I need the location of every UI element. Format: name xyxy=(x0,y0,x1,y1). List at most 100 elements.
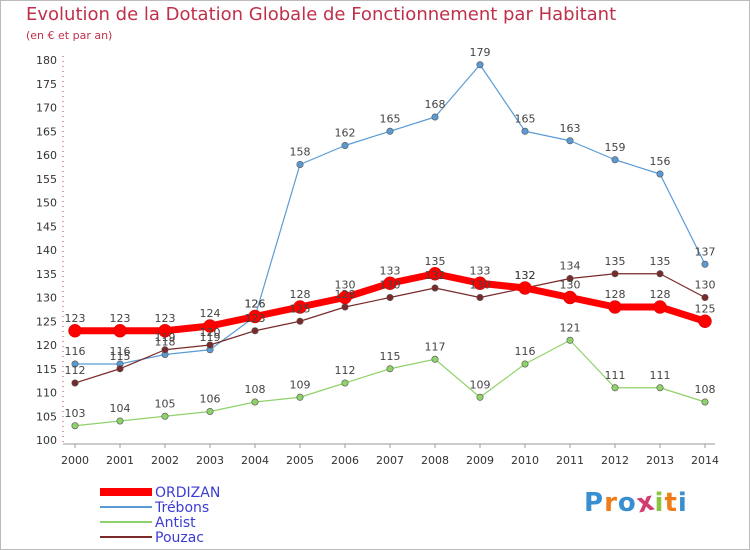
data-point xyxy=(611,270,619,278)
data-label: 132 xyxy=(515,269,536,282)
data-point xyxy=(296,393,304,401)
data-label: 128 xyxy=(650,288,671,301)
data-label: 134 xyxy=(560,260,581,273)
data-point xyxy=(113,324,127,338)
x-tick-label: 2004 xyxy=(241,454,269,467)
data-label: 130 xyxy=(380,279,401,292)
data-point xyxy=(656,384,664,392)
data-point xyxy=(476,293,484,301)
data-label: 179 xyxy=(470,46,491,59)
data-label: 119 xyxy=(155,331,176,344)
data-label: 133 xyxy=(380,264,401,277)
x-tick-label: 2010 xyxy=(511,454,539,467)
data-label: 124 xyxy=(200,307,221,320)
data-point xyxy=(563,290,577,305)
data-label: 106 xyxy=(200,393,221,406)
y-tick-label: 145 xyxy=(36,220,57,233)
data-label: 116 xyxy=(65,345,86,358)
x-tick-label: 2000 xyxy=(61,454,89,467)
data-label: 108 xyxy=(245,383,266,396)
data-label: 116 xyxy=(515,345,536,358)
data-point xyxy=(566,274,574,282)
data-label: 159 xyxy=(605,141,626,154)
data-point xyxy=(476,393,484,401)
data-label: 137 xyxy=(695,245,716,258)
data-label: 109 xyxy=(470,378,491,391)
data-label: 108 xyxy=(695,383,716,396)
y-tick-label: 135 xyxy=(36,268,57,281)
data-point xyxy=(116,365,124,373)
x-tick-label: 2005 xyxy=(286,454,314,467)
data-label: 125 xyxy=(290,302,311,315)
data-label: 119 xyxy=(200,331,221,344)
data-label: 115 xyxy=(110,350,131,363)
y-tick-label: 175 xyxy=(36,78,57,91)
data-label: 126 xyxy=(245,298,266,311)
legend-label: Trébons xyxy=(154,500,209,516)
data-label: 128 xyxy=(335,288,356,301)
x-tick-label: 2003 xyxy=(196,454,224,467)
data-point xyxy=(296,317,304,325)
data-label: 130 xyxy=(335,279,356,292)
y-tick-label: 180 xyxy=(36,54,57,67)
x-tick-label: 2008 xyxy=(421,454,449,467)
data-point xyxy=(611,156,619,164)
x-tick-label: 2009 xyxy=(466,454,494,467)
data-point xyxy=(161,412,169,420)
data-point xyxy=(116,417,124,425)
y-tick-label: 150 xyxy=(36,197,57,210)
y-tick-label: 100 xyxy=(36,434,57,447)
data-label: 163 xyxy=(560,122,581,135)
data-label: 123 xyxy=(155,312,176,325)
data-point xyxy=(701,293,709,301)
data-point xyxy=(476,61,484,69)
data-point xyxy=(386,365,394,373)
data-label: 116 xyxy=(110,345,131,358)
x-tick-label: 2007 xyxy=(376,454,404,467)
data-label: 165 xyxy=(380,112,401,125)
data-point xyxy=(248,309,262,324)
data-label: 165 xyxy=(515,112,536,125)
legend-label: ORDIZAN xyxy=(155,485,220,501)
data-label: 111 xyxy=(605,369,626,382)
data-label: 105 xyxy=(155,397,176,410)
data-label: 168 xyxy=(425,98,446,111)
data-point xyxy=(518,281,532,295)
data-point xyxy=(251,327,259,335)
data-point xyxy=(296,161,304,169)
data-label: 130 xyxy=(695,279,716,292)
data-point xyxy=(473,276,487,290)
data-label: 123 xyxy=(110,312,131,325)
data-point xyxy=(431,355,439,363)
data-point xyxy=(653,300,667,314)
data-point xyxy=(251,398,259,406)
data-point xyxy=(341,379,349,387)
proxiti-logo: Proxiti xyxy=(584,486,688,520)
y-tick-label: 140 xyxy=(36,244,57,257)
x-tick-label: 2013 xyxy=(646,454,674,467)
data-point xyxy=(203,319,217,333)
data-point xyxy=(656,270,664,278)
data-point xyxy=(161,346,169,354)
x-tick-label: 2014 xyxy=(691,454,719,467)
data-point xyxy=(338,290,352,305)
data-label: 123 xyxy=(245,312,266,325)
data-label: 135 xyxy=(650,255,671,268)
data-label: 112 xyxy=(335,364,356,377)
legend-label: Antist xyxy=(155,515,196,531)
y-tick-label: 170 xyxy=(36,102,57,115)
data-label: 115 xyxy=(380,350,401,363)
data-label: 121 xyxy=(560,321,581,334)
data-label: 156 xyxy=(650,155,671,168)
data-label: 162 xyxy=(335,127,356,140)
data-label: 128 xyxy=(290,288,311,301)
chart-subtitle: (en € et par an) xyxy=(26,29,113,42)
data-point xyxy=(68,324,82,338)
data-label: 104 xyxy=(110,402,131,415)
data-label: 158 xyxy=(290,146,311,159)
data-point xyxy=(656,170,664,178)
data-point xyxy=(341,303,349,311)
data-label: 130 xyxy=(470,279,491,292)
